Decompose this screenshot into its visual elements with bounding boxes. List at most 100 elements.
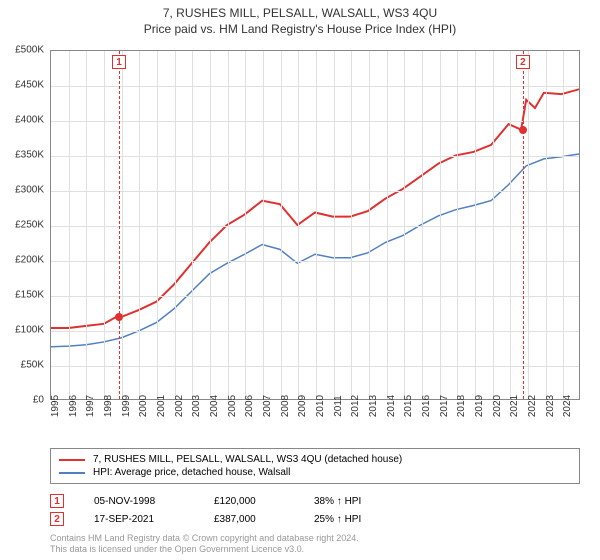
sale-date: 17-SEP-2021	[94, 514, 184, 525]
x-tick-label: 2015	[403, 395, 414, 417]
grid-line	[51, 366, 579, 367]
y-tick-label: £500K	[15, 45, 44, 56]
grid-line	[369, 51, 370, 399]
grid-line	[493, 51, 494, 399]
x-tick-label: 2000	[138, 395, 149, 417]
chart-container: 7, RUSHES MILL, PELSALL, WALSALL, WS3 4Q…	[0, 0, 600, 560]
sale-marker-line	[523, 51, 524, 399]
grid-line	[51, 261, 579, 262]
x-tick-label: 2010	[315, 395, 326, 417]
y-axis: £0£50K£100K£150K£200K£250K£300K£350K£400…	[0, 50, 48, 400]
grid-line	[51, 191, 579, 192]
sale-row-marker: 1	[50, 494, 64, 508]
x-tick-label: 1995	[50, 395, 61, 417]
subtitle: Price paid vs. HM Land Registry's House …	[0, 22, 600, 36]
x-tick-label: 2014	[386, 395, 397, 417]
legend-label: HPI: Average price, detached house, Wals…	[93, 467, 290, 478]
x-tick-label: 2021	[509, 395, 520, 417]
plot-area: 12	[50, 50, 580, 400]
grid-line	[528, 51, 529, 399]
titles: 7, RUSHES MILL, PELSALL, WALSALL, WS3 4Q…	[0, 0, 600, 36]
footer: Contains HM Land Registry data © Crown c…	[50, 533, 580, 556]
legend-item: HPI: Average price, detached house, Wals…	[59, 466, 571, 479]
grid-line	[387, 51, 388, 399]
sale-marker-box: 1	[112, 55, 126, 69]
sale-row-marker: 2	[50, 512, 64, 526]
grid-line	[546, 51, 547, 399]
x-tick-label: 2016	[421, 395, 432, 417]
x-tick-label: 2008	[280, 395, 291, 417]
x-tick-label: 2004	[209, 395, 220, 417]
x-tick-label: 2024	[562, 395, 573, 417]
y-tick-label: £50K	[21, 360, 44, 371]
x-tick-label: 2012	[350, 395, 361, 417]
chart-svg	[51, 51, 579, 399]
legend-item: 7, RUSHES MILL, PELSALL, WALSALL, WS3 4Q…	[59, 453, 571, 466]
x-tick-label: 2001	[156, 395, 167, 417]
grid-line	[210, 51, 211, 399]
grid-line	[51, 86, 579, 87]
series-hpi	[51, 154, 579, 347]
x-tick-label: 2006	[244, 395, 255, 417]
y-tick-label: £100K	[15, 325, 44, 336]
y-tick-label: £0	[33, 395, 44, 406]
sale-row: 1 05-NOV-1998 £120,000 38% ↑ HPI	[50, 492, 580, 510]
x-tick-label: 2007	[262, 395, 273, 417]
grid-line	[263, 51, 264, 399]
grid-line	[422, 51, 423, 399]
legend: 7, RUSHES MILL, PELSALL, WALSALL, WS3 4Q…	[50, 448, 580, 484]
sale-price: £120,000	[214, 496, 284, 507]
sale-marker-point	[115, 313, 123, 321]
grid-line	[298, 51, 299, 399]
x-tick-label: 2022	[527, 395, 538, 417]
footer-line1: Contains HM Land Registry data © Crown c…	[50, 533, 580, 545]
y-tick-label: £150K	[15, 290, 44, 301]
y-tick-label: £250K	[15, 220, 44, 231]
y-tick-label: £400K	[15, 115, 44, 126]
sale-hpi: 25% ↑ HPI	[314, 514, 404, 525]
x-axis: 1995199619971998199920002001200220032004…	[50, 402, 580, 452]
footer-line2: This data is licensed under the Open Gov…	[50, 544, 580, 556]
grid-line	[104, 51, 105, 399]
x-tick-label: 2005	[227, 395, 238, 417]
grid-line	[51, 331, 579, 332]
grid-line	[86, 51, 87, 399]
sale-date: 05-NOV-1998	[94, 496, 184, 507]
address-title: 7, RUSHES MILL, PELSALL, WALSALL, WS3 4Q…	[0, 6, 600, 20]
legend-swatch	[59, 472, 85, 474]
sale-marker-line	[119, 51, 120, 399]
y-tick-label: £350K	[15, 150, 44, 161]
x-tick-label: 2018	[456, 395, 467, 417]
grid-line	[510, 51, 511, 399]
x-tick-label: 2013	[368, 395, 379, 417]
grid-line	[157, 51, 158, 399]
grid-line	[69, 51, 70, 399]
grid-line	[440, 51, 441, 399]
sale-hpi: 38% ↑ HPI	[314, 496, 404, 507]
y-tick-label: £450K	[15, 80, 44, 91]
x-tick-label: 2017	[439, 395, 450, 417]
x-tick-label: 1999	[121, 395, 132, 417]
grid-line	[281, 51, 282, 399]
grid-line	[175, 51, 176, 399]
sale-marker-point	[519, 126, 527, 134]
grid-line	[51, 226, 579, 227]
grid-line	[351, 51, 352, 399]
x-tick-label: 2011	[333, 395, 344, 417]
grid-line	[334, 51, 335, 399]
x-tick-label: 2009	[297, 395, 308, 417]
x-tick-label: 1996	[68, 395, 79, 417]
y-tick-label: £200K	[15, 255, 44, 266]
sale-marker-box: 2	[516, 55, 530, 69]
sale-price: £387,000	[214, 514, 284, 525]
grid-line	[51, 296, 579, 297]
legend-label: 7, RUSHES MILL, PELSALL, WALSALL, WS3 4Q…	[93, 454, 402, 465]
x-tick-label: 1997	[85, 395, 96, 417]
grid-line	[51, 156, 579, 157]
legend-swatch	[59, 459, 85, 461]
grid-line	[457, 51, 458, 399]
grid-line	[51, 121, 579, 122]
sale-row: 2 17-SEP-2021 £387,000 25% ↑ HPI	[50, 510, 580, 528]
grid-line	[563, 51, 564, 399]
grid-line	[228, 51, 229, 399]
